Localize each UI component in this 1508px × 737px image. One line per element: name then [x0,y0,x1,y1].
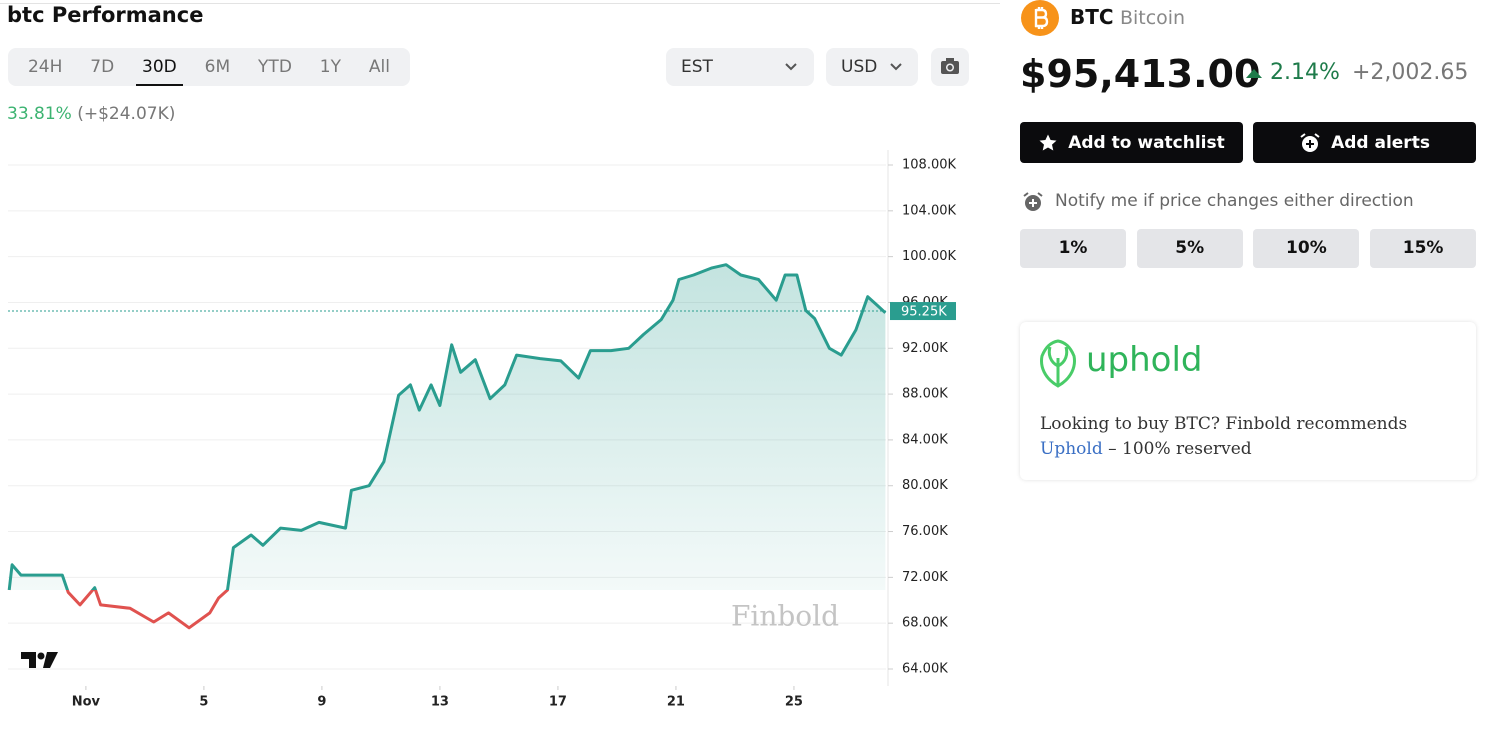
promo-text: Looking to buy BTC? Finbold recommends Up… [1040,412,1460,462]
asset-change-amount: +2,002.65 [1352,60,1469,85]
snapshot-button[interactable] [931,48,969,86]
x-tick-label: 5 [199,695,208,710]
alerts-button[interactable]: Add alerts [1253,122,1476,163]
page-title: btc Performance [7,3,204,27]
asset-symbol: BTC [1070,5,1114,29]
chevron [785,63,797,71]
percent-button[interactable]: 1% [1020,229,1126,268]
y-tick-label: 72.00K [902,570,948,585]
asset-price: $95,413.00 [1020,52,1261,96]
chevron [890,63,902,71]
x-tick-label: 17 [549,695,567,710]
x-tick-label: 21 [667,695,685,710]
range-tab[interactable]: 1Y [319,57,341,77]
x-tick-label: 13 [431,695,449,710]
button-label: Add to watchlist [1068,132,1225,153]
asset-heading: BTC Bitcoin [1070,5,1185,29]
price-line [7,263,887,590]
promo-suffix: – 100% reserved [1108,439,1252,459]
range-tab[interactable]: 24H [27,57,63,77]
btc-glyph [1034,7,1049,29]
range-tab[interactable]: All [368,57,390,77]
camera-icon [941,58,959,74]
star-icon [1039,134,1057,150]
x-tick-label: 25 [785,695,803,710]
x-tick-label: Nov [72,695,101,710]
uphold-logo [1040,339,1076,388]
change-percent: 33.81% [7,104,72,124]
last-price-label: 95.25K [901,305,947,320]
asset-name: Bitcoin [1119,7,1186,29]
y-tick-label: 92.00K [902,341,948,356]
period-change: 33.81% (+$24.07K) [7,104,175,124]
y-tick-label: 76.00K [902,524,948,539]
up-arrow [1246,69,1262,78]
y-tick-label: 108.00K [902,158,956,173]
alarm-icon [1300,132,1320,152]
button-label: Add alerts [1331,132,1430,153]
last-price-box [890,302,956,321]
y-tick-label: 104.00K [902,203,956,218]
watchlist-button[interactable]: Add to watchlist [1020,122,1243,163]
promo-link[interactable]: Uphold [1040,439,1103,459]
asset-change-percent: 2.14% [1270,60,1340,85]
y-tick-label: 88.00K [902,387,948,402]
change-amount: (+$24.07K) [77,104,176,124]
y-tick-label: 64.00K [902,662,948,677]
price-area [9,264,886,590]
percent-button[interactable]: 5% [1136,229,1243,268]
y-tick-label: 80.00K [902,478,948,493]
range-tabs: 24H 7D 30D 6M YTD 1Y All [8,48,410,86]
watermark: Finbold [731,600,839,633]
promo-card: uphold Looking to buy BTC? Finbold recom… [1020,322,1476,480]
percent-button[interactable]: 10% [1253,229,1360,268]
y-tick-label: 84.00K [902,432,948,447]
x-tick-label: 9 [317,695,326,710]
y-tick-label: 68.00K [902,616,948,631]
timezone: EST [681,57,713,77]
promo-brand: uphold [1086,340,1203,380]
top-rule [0,3,1000,4]
promo-line: Looking to buy BTC? Finbold recommends [1040,414,1408,434]
btc-icon [1021,0,1059,36]
currency: USD [841,57,878,77]
range-tab[interactable]: 30D [136,48,183,86]
y-tick-label: 100.00K [902,249,956,264]
range-tab[interactable]: 7D [90,57,115,77]
notify-icon [1023,192,1043,211]
price-line-down [8,589,230,630]
percent-button[interactable]: 15% [1370,229,1477,268]
range-tab[interactable]: 6M [204,57,231,77]
price-chart: Finbold 64.00K 68.00K 72.00K 76.00K 80.00K 84… [7,150,956,710]
timezone-select[interactable]: EST [666,48,814,86]
alert-note: Notify me if price changes either direct… [1055,191,1414,211]
currency-select[interactable]: USD [826,48,918,86]
tradingview-logo [21,652,58,668]
range-tab[interactable]: YTD [258,57,292,77]
